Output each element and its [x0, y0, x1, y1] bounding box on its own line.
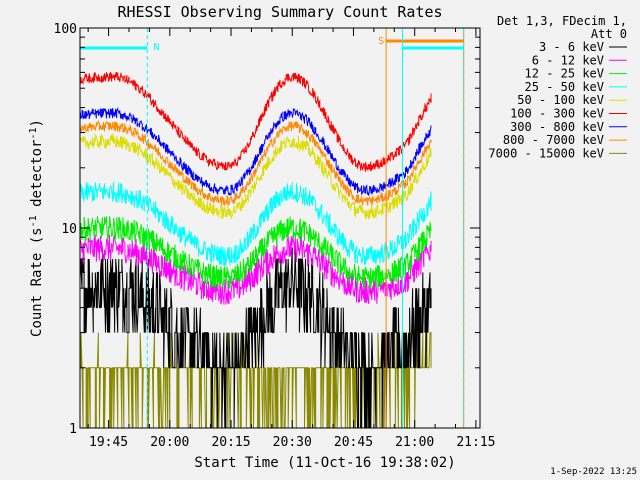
- legend-label: 7000 - 15000 keV: [488, 146, 604, 160]
- y-axis-label: Count Rate (s-1 detector-1): [28, 119, 45, 337]
- x-tick-label: 19:45: [89, 435, 128, 450]
- annotation-label-s: S: [378, 36, 384, 47]
- legend-label: 12 - 25 keV: [525, 67, 604, 81]
- series-line-300-800-kev: [79, 106, 432, 196]
- y-tick-label: 1: [69, 422, 77, 437]
- legend-entry: 12 - 25 keV: [525, 67, 627, 81]
- series-line-25-50-kev: [79, 181, 432, 267]
- series-line-100-300-kev: [79, 72, 432, 172]
- legend-entry: 3 - 6 keV: [539, 40, 627, 54]
- legend-label: 3 - 6 keV: [539, 40, 604, 54]
- legend-entry: 800 - 7000 keV: [503, 133, 627, 147]
- x-tick-label: 20:45: [334, 435, 373, 450]
- legend-label: 300 - 800 keV: [510, 120, 604, 134]
- y-tick-label: 100: [54, 22, 77, 37]
- legend-entry: 6 - 12 keV: [532, 53, 627, 67]
- legend-header-line1: Det 1,3, FDecim 1,: [497, 14, 627, 28]
- chart-title: RHESSI Observing Summary Count Rates: [117, 3, 442, 21]
- legend-label: 100 - 300 keV: [510, 107, 604, 121]
- axis-layer: 19:45 20:00 20:15 20:30 20:45 21:00 21:15 1 10 10…: [54, 22, 496, 450]
- legend-label: 800 - 7000 keV: [503, 133, 604, 147]
- legend-label: 50 - 100 keV: [517, 93, 604, 107]
- x-tick-label: 20:15: [211, 435, 250, 450]
- date-stamp: 1-Sep-2022 13:25: [550, 467, 637, 477]
- series-line-50-100-kev: [79, 133, 432, 220]
- annotation-layer: NS: [80, 28, 465, 428]
- legend-header-line2: Att 0: [591, 27, 627, 41]
- series-line-3-6-kev: [80, 247, 432, 429]
- legend-entry: 50 - 100 keV: [517, 93, 627, 107]
- legend-entry: 100 - 300 keV: [510, 107, 627, 121]
- series-line-800-7000-kev: [79, 119, 432, 206]
- x-tick-label: 20:30: [273, 435, 312, 450]
- x-tick-label: 21:00: [395, 435, 434, 450]
- legend-label: 6 - 12 keV: [532, 53, 604, 67]
- legend-label: 25 - 50 keV: [525, 80, 604, 94]
- legend-entry: 25 - 50 keV: [525, 80, 627, 94]
- legend-entry: 300 - 800 keV: [510, 120, 627, 134]
- series-line-12-25-kev: [79, 216, 432, 290]
- y-tick-label: 10: [61, 222, 77, 237]
- x-axis-label: Start Time (11-Oct-16 19:38:02): [194, 455, 455, 471]
- annotation-label-n: N: [153, 42, 159, 53]
- series-line-6-12-kev: [79, 234, 432, 305]
- x-tick-label: 20:00: [150, 435, 189, 450]
- x-tick-label: 21:15: [456, 435, 495, 450]
- series-layer: [79, 72, 432, 429]
- legend-entry: 7000 - 15000 keV: [488, 146, 627, 160]
